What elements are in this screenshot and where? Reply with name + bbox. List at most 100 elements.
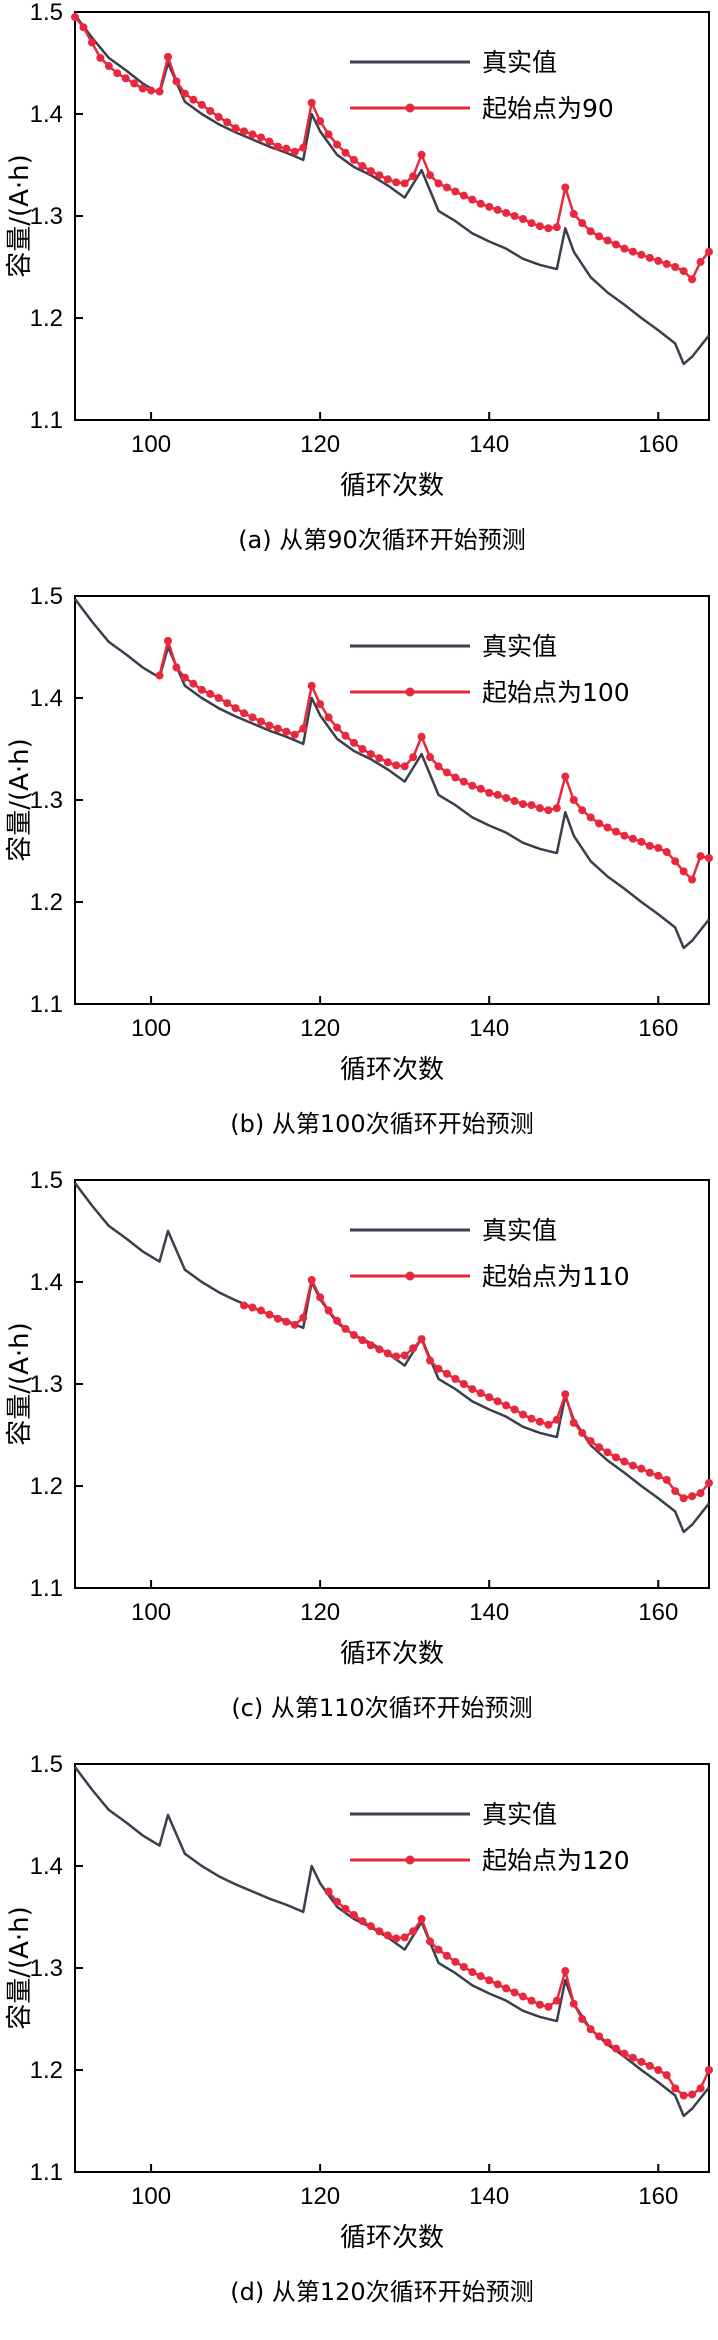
prediction-point (468, 1385, 477, 1394)
prediction-point (485, 1976, 494, 1985)
prediction-point (502, 208, 511, 217)
legend-label-true-value: 真实值 (482, 632, 557, 661)
prediction-point (519, 1410, 528, 1419)
prediction-point (459, 1962, 468, 1971)
x-tick-label: 160 (638, 431, 678, 458)
prediction-point (333, 1897, 342, 1906)
plot-frame (74, 11, 710, 421)
prediction-point (256, 1306, 265, 1315)
x-tick-label: 160 (638, 1599, 678, 1626)
prediction-point (561, 1390, 570, 1399)
prediction-point (451, 773, 460, 782)
prediction-point (688, 275, 697, 284)
prediction-point (535, 1417, 544, 1426)
prediction-point (569, 796, 578, 804)
prediction-point (426, 1937, 435, 1946)
series-line-prediction (158, 639, 710, 881)
prediction-point (544, 1420, 553, 1429)
prediction-point (79, 23, 88, 32)
prediction-point (595, 819, 604, 828)
chart-panel-1: 1.1 1.2 1.3 1.4 1.5 100 120 140 160 循环次数 容量/(A·h) (… (5, 0, 713, 554)
prediction-point (358, 745, 367, 753)
y-tick-label: 1.3 (30, 203, 63, 230)
prediction-point (409, 172, 418, 181)
prediction-point (442, 768, 451, 777)
y-tick-label: 1.4 (30, 101, 63, 128)
prediction-point (519, 800, 528, 809)
prediction-point (586, 227, 595, 236)
legend-marker-prediction (405, 103, 415, 113)
prediction-point (392, 761, 401, 770)
legend-label-prediction: 起始点为120 (482, 1846, 630, 1875)
prediction-point (180, 673, 189, 682)
prediction-point (476, 1972, 485, 1981)
prediction-point (637, 1464, 646, 1473)
prediction-point (392, 1934, 401, 1943)
prediction-point (527, 1414, 536, 1423)
legend-label-true-value: 真实值 (482, 48, 557, 77)
prediction-point (654, 256, 663, 265)
prediction-point (231, 124, 240, 133)
prediction-point (688, 1492, 697, 1501)
prediction-point (654, 843, 663, 852)
prediction-point (434, 762, 443, 771)
x-axis-label: 循环次数 (340, 1055, 444, 1085)
y-tick-label: 1.5 (30, 583, 63, 610)
y-tick-label: 1.1 (30, 2159, 63, 2186)
prediction-point (223, 118, 232, 127)
prediction-point (468, 781, 477, 790)
prediction-point (476, 784, 485, 793)
prediction-point (265, 137, 274, 146)
prediction-point (290, 147, 299, 156)
legend-marker-prediction (405, 1271, 415, 1281)
prediction-point (333, 1316, 342, 1325)
prediction-point (434, 1364, 443, 1373)
prediction-point (603, 236, 612, 245)
prediction-point (459, 777, 468, 786)
prediction-point (324, 1887, 333, 1896)
prediction-point (485, 788, 494, 797)
prediction-point (426, 753, 435, 762)
prediction-point (155, 87, 164, 96)
y-tick-label: 1.4 (30, 1853, 63, 1880)
prediction-point (442, 1369, 451, 1378)
x-tick-label: 140 (469, 1015, 509, 1042)
x-tick-label: 160 (638, 1015, 678, 1042)
prediction-point (87, 38, 96, 47)
prediction-point (358, 1336, 367, 1345)
prediction-point (628, 834, 637, 843)
prediction-point (400, 179, 409, 188)
prediction-point (426, 1356, 435, 1365)
series-line-true-value (74, 14, 710, 366)
y-tick-label: 1.1 (30, 1575, 63, 1602)
prediction-point (637, 2057, 646, 2066)
y-tick-label: 1.3 (30, 1955, 63, 1982)
prediction-point (578, 219, 587, 228)
prediction-point (569, 1418, 578, 1427)
chart-panel-2: 1.1 1.2 1.3 1.4 1.5 100 120 140 160 循环次数 容量/(A·h) (… (5, 583, 713, 1138)
chart-caption: (b) 从第100次循环开始预测 (230, 1110, 533, 1138)
prediction-point (595, 2032, 604, 2041)
prediction-point (248, 1303, 257, 1312)
prediction-point (409, 1927, 418, 1936)
prediction-point (299, 143, 308, 152)
prediction-point (612, 827, 621, 836)
y-axis-label: 容量/(A·h) (5, 738, 35, 862)
prediction-point (392, 178, 401, 187)
y-tick-label: 1.3 (30, 787, 63, 814)
prediction-point (197, 685, 206, 694)
prediction-point (316, 117, 325, 126)
prediction-point (552, 223, 561, 232)
x-tick-label: 120 (300, 431, 340, 458)
prediction-point (282, 144, 291, 153)
prediction-point (493, 1980, 502, 1989)
prediction-point (358, 162, 367, 171)
prediction-point (349, 1910, 358, 1919)
prediction-point (645, 2061, 654, 2070)
prediction-point (679, 1494, 688, 1503)
y-tick-label: 1.5 (30, 0, 63, 26)
prediction-point (688, 2090, 697, 2099)
prediction-point (578, 2015, 587, 2023)
prediction-point (147, 86, 156, 95)
prediction-point (282, 727, 291, 736)
